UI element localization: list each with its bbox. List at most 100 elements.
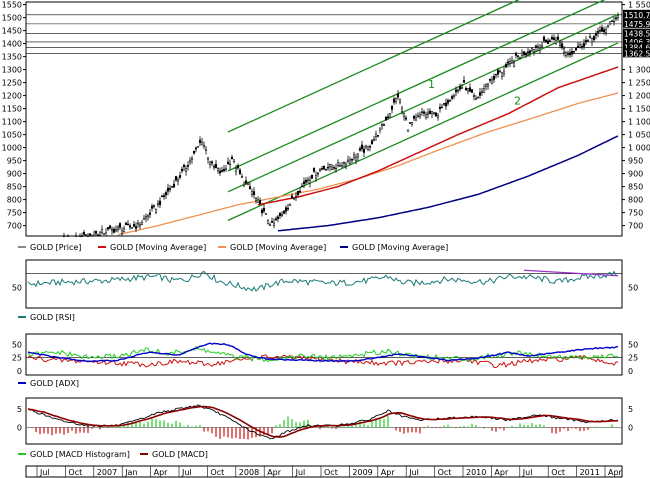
x-axis-tick-label: Apr [381, 468, 396, 477]
x-axis-tick-label: 2011 [580, 468, 600, 477]
price-candle-body [374, 133, 378, 137]
price-candle-body [562, 48, 566, 53]
price-candle-body [248, 186, 252, 189]
price-candle-body [468, 87, 472, 92]
price-left-tick-label: 1550 [2, 1, 22, 10]
price-candle-body [606, 24, 610, 27]
macd-histogram-bar [411, 427, 413, 433]
price-candle-body [232, 159, 236, 162]
macd-histogram-bar [59, 427, 61, 434]
price-candle-body [412, 115, 416, 119]
price-candle-body [570, 51, 574, 55]
price-candle-body [424, 114, 428, 118]
price-candle-body [96, 234, 100, 237]
macd-histogram-bar [63, 427, 65, 435]
price-candle-body [98, 231, 102, 236]
macd-histogram-bar [191, 426, 193, 428]
macd-histogram-bar [299, 422, 301, 428]
price-candle-body [188, 160, 192, 163]
price-candle-body [582, 43, 586, 47]
price-candle-body [164, 192, 168, 196]
price-candle-body [112, 228, 116, 233]
macd-histogram-bar [91, 427, 93, 429]
macd-histogram-bar [131, 422, 133, 428]
price-candle-body [170, 186, 174, 188]
price-candle-body [236, 165, 240, 169]
price-candle-body [108, 225, 112, 229]
price-candle-body [578, 44, 582, 48]
price-candle-body [158, 200, 162, 206]
macd-histogram-bar [567, 427, 569, 432]
rsi-plot-frame [25, 259, 623, 309]
macd-histogram-bar [163, 420, 165, 428]
price-candle-body [172, 183, 176, 188]
price-left-tick-label: 900 [7, 170, 22, 179]
price-left-tick-label: 850 [7, 183, 22, 192]
price-candle-body [206, 157, 210, 160]
price-candle-body [300, 185, 304, 188]
price-candle-body [322, 165, 326, 170]
macd-histogram-bar [51, 427, 53, 436]
price-candle-body [186, 165, 190, 167]
price-candle-body [116, 226, 120, 231]
price-right-tick-label: 900 [628, 170, 643, 179]
macd-histogram-bar [559, 427, 561, 432]
price-left-tick-label: 1300 [2, 66, 22, 75]
price-candle-body [546, 40, 550, 45]
price-candle-body [298, 190, 302, 193]
macd-histogram-bar [223, 427, 225, 437]
price-candle-body [446, 100, 450, 104]
macd-histogram-bar [515, 426, 517, 428]
price-candle-body [506, 61, 510, 64]
price-candle-body [146, 214, 150, 218]
price-candle-body [128, 225, 132, 228]
price-candle-body [608, 21, 612, 25]
ma-series-red [257, 66, 619, 206]
adx-right-tick-label: 50 [628, 341, 638, 350]
trend-channel-line [227, 0, 606, 172]
price-candle-body [588, 36, 592, 38]
price-candle-body [346, 159, 350, 162]
price-candle-body [534, 45, 538, 48]
price-candle-body [460, 87, 464, 89]
x-axis-tick-label: Apr [154, 468, 169, 477]
price-candle-body [596, 31, 600, 33]
price-candle-body [140, 222, 144, 225]
adx-legend-label: GOLD [ADX] [30, 379, 79, 388]
price-candle-body [558, 42, 562, 46]
price-candle-body [278, 212, 282, 216]
price-candle-body [80, 235, 84, 238]
rsi-legend-label: GOLD [RSI] [30, 313, 75, 322]
price-candle-body [318, 169, 322, 171]
macd-histogram-bar [155, 418, 157, 428]
macd-histogram-bar [367, 425, 369, 428]
price-level-tag [623, 28, 650, 38]
macd-histogram-bar [463, 425, 465, 428]
price-candle-body [450, 96, 454, 99]
macd-histogram-bar [207, 427, 209, 432]
macd-histogram-bar [287, 416, 289, 428]
adx-right-tick-label: 25 [628, 354, 638, 363]
price-candle-body [200, 141, 204, 146]
macd-histogram-bar [135, 421, 137, 428]
price-candle-body [366, 145, 370, 150]
macd-histogram-bar [547, 427, 549, 428]
macd-histogram-bar [171, 423, 173, 428]
price-candle-body [306, 179, 310, 181]
macd-histogram-bar [523, 424, 525, 428]
price-candle-body [402, 113, 406, 117]
price-level-label: 1510.7 [624, 11, 650, 20]
macd-histogram-bar [239, 427, 241, 440]
macd-histogram-bar [323, 426, 325, 428]
price-candle-body [490, 79, 494, 84]
price-candle-body [308, 179, 312, 184]
price-right-tick-label: 850 [628, 183, 643, 192]
macd-histogram-bar [407, 427, 409, 433]
price-candle-body [288, 203, 292, 206]
rsi-divergence-line [523, 269, 619, 277]
price-level-tag [623, 36, 650, 46]
price-candle-body [272, 222, 276, 226]
macd-histogram-bar [247, 427, 249, 440]
price-candle-body [330, 166, 334, 170]
macd-histogram-bar [443, 425, 445, 428]
